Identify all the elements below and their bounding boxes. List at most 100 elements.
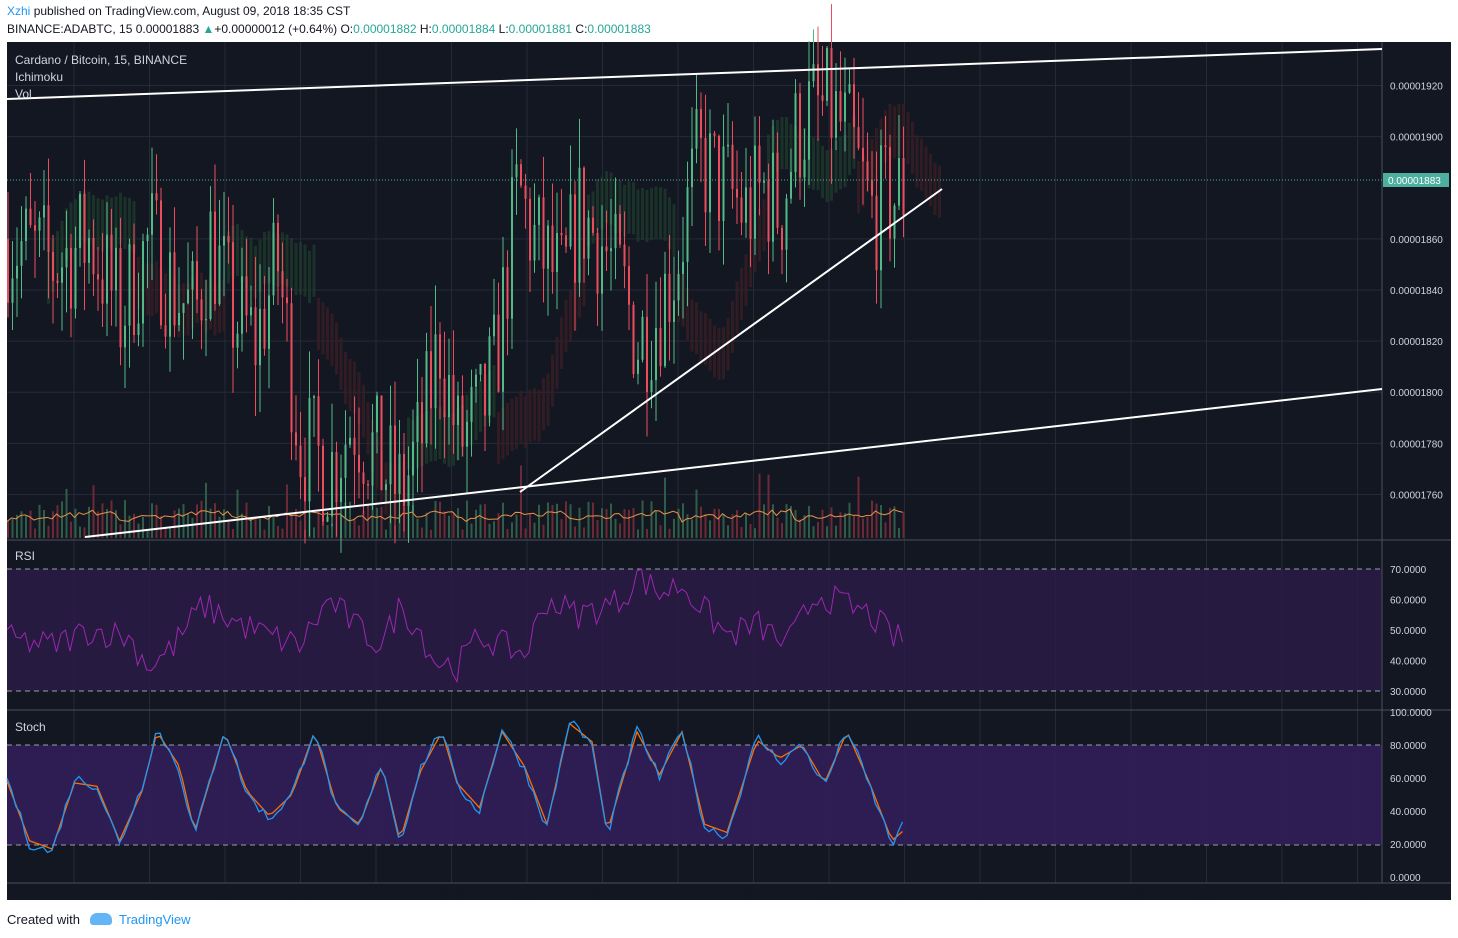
volume-bar — [790, 505, 792, 538]
candle-body — [713, 133, 716, 136]
time-tick-label: 18:00 — [1194, 889, 1219, 900]
cloud-segment — [555, 336, 559, 390]
rising-support-trendline[interactable] — [519, 188, 943, 493]
candle-body — [200, 299, 203, 321]
candle-body — [187, 289, 189, 304]
rsi-band — [7, 569, 1382, 691]
candle-body — [578, 167, 581, 283]
candle-body — [623, 244, 626, 267]
candle-body — [434, 334, 437, 409]
candle-body — [29, 208, 32, 226]
time-tick-label: 12:00 — [212, 889, 237, 900]
price-tick-label: 0.00001780 — [1390, 439, 1443, 450]
volume-bar — [344, 502, 347, 538]
lower-channel-trendline[interactable] — [84, 388, 1383, 538]
candle-body — [88, 238, 90, 263]
cloud-segment — [249, 237, 253, 291]
volume-bar — [367, 504, 369, 538]
ichimoku-legend[interactable]: Ichimoku — [15, 70, 63, 84]
volume-bar — [173, 510, 176, 538]
volume-bar — [596, 520, 599, 538]
candle-body — [722, 146, 725, 222]
volume-bar — [533, 522, 536, 538]
candle-body — [196, 261, 198, 300]
candle-body — [479, 363, 482, 375]
volume-bar — [16, 514, 18, 538]
candle-body — [160, 200, 162, 326]
cloud-segment — [150, 263, 154, 317]
candle-body — [835, 91, 837, 138]
volume-bar — [331, 523, 333, 538]
candle-body — [133, 244, 135, 336]
cloud-segment — [672, 204, 676, 257]
candle-body — [20, 241, 23, 266]
time-tick-label: 06:00 — [1345, 889, 1370, 900]
candle-body — [745, 187, 747, 223]
cloud-segment — [330, 313, 334, 366]
tradingview-link[interactable]: TradingView — [119, 912, 191, 927]
candle-body — [709, 133, 711, 213]
cloud-segment — [74, 199, 77, 252]
volume-bar — [466, 500, 468, 538]
volume-bar — [295, 508, 297, 538]
change-value: +0.00000012 (+0.64%) — [214, 22, 338, 36]
volume-bar — [101, 503, 104, 538]
cloud-segment — [636, 189, 640, 242]
candle-body — [398, 453, 401, 494]
candle-body — [142, 241, 144, 324]
volume-bar — [880, 505, 882, 538]
candle-body — [254, 307, 257, 366]
candle-body — [443, 378, 446, 418]
volume-bar — [614, 518, 617, 538]
stoch-tick-label: 20.0000 — [1390, 840, 1427, 851]
rsi-legend[interactable]: RSI — [15, 549, 35, 563]
candle-body — [367, 483, 369, 486]
candle-body — [542, 197, 545, 269]
volume-bar — [142, 516, 144, 538]
volume-bar — [205, 482, 207, 538]
cloud-segment — [537, 389, 541, 442]
volume-bar — [227, 521, 230, 538]
cloud-segment — [605, 171, 608, 224]
volume-bar — [268, 505, 270, 538]
tradingview-cloud-icon — [89, 913, 112, 925]
candle-body — [47, 205, 50, 252]
cloud-segment — [375, 437, 379, 490]
volume-bar — [632, 508, 635, 538]
volume-bar — [650, 501, 653, 538]
volume-bar — [853, 515, 855, 538]
candle-body — [511, 177, 513, 319]
candle-body — [394, 425, 396, 494]
cloud-segment — [816, 137, 820, 191]
volume-bar — [754, 528, 756, 538]
volume-bar — [655, 510, 657, 538]
volume-bar — [178, 508, 180, 538]
stoch-legend[interactable]: Stoch — [15, 720, 46, 734]
candle-body — [209, 211, 212, 320]
cloud-segment — [780, 117, 784, 170]
cloud-segment — [906, 111, 910, 164]
volume-bar — [709, 520, 711, 538]
cloud-segment — [834, 140, 838, 193]
volume-ma-line — [6, 508, 903, 523]
candle-body — [727, 144, 729, 147]
volume-bar — [862, 518, 864, 538]
vol-legend[interactable]: Vol — [15, 87, 32, 101]
cloud-segment — [312, 244, 316, 297]
candle-body — [403, 453, 405, 506]
candle-body — [524, 185, 527, 199]
cloud-segment — [762, 199, 766, 252]
price-tick-label: 0.00001820 — [1390, 337, 1443, 348]
author-link[interactable]: Xzhi — [7, 4, 31, 18]
cloud-segment — [285, 234, 289, 287]
stoch-band — [7, 745, 1382, 845]
time-tick-label: 06:00 — [741, 889, 766, 900]
candle-body — [191, 261, 194, 290]
candle-body — [880, 145, 882, 271]
upper-channel-trendline[interactable] — [6, 48, 1383, 100]
candle-body — [313, 396, 315, 398]
cloud-segment — [726, 318, 730, 371]
candle-body — [97, 274, 99, 280]
candle-body — [628, 266, 630, 305]
